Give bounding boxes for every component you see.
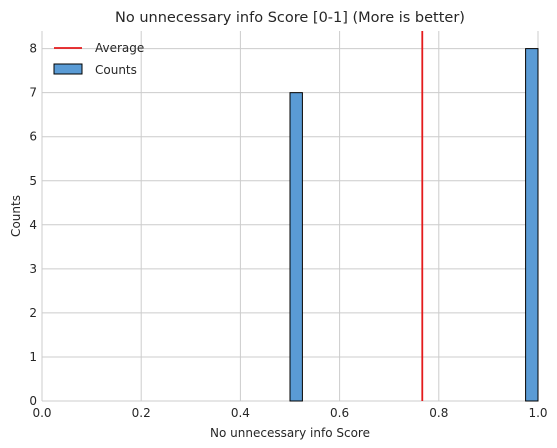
x-tick-label: 1.0 <box>528 406 547 420</box>
bars <box>289 48 539 402</box>
y-tick-label: 3 <box>29 262 37 276</box>
x-tick-label: 0.6 <box>330 406 349 420</box>
legend: Average Counts <box>53 41 144 77</box>
histogram-bar <box>525 48 539 402</box>
x-tick-label: 0.2 <box>132 406 151 420</box>
y-tick-label: 2 <box>29 306 37 320</box>
legend-counts-swatch <box>53 63 83 75</box>
x-tick-label: 0.8 <box>429 406 448 420</box>
tick-labels: 0.0 0.2 0.4 0.6 0.8 1.0 0 1 2 3 4 5 6 7 8 <box>29 42 547 420</box>
x-tick-label: 0.4 <box>231 406 250 420</box>
x-axis-label: No unnecessary info Score <box>210 426 370 440</box>
y-tick-label: 8 <box>29 42 37 56</box>
y-tick-label: 6 <box>29 130 37 144</box>
y-axis-label: Counts <box>9 195 23 237</box>
y-tick-label: 4 <box>29 218 37 232</box>
y-tick-label: 5 <box>29 174 37 188</box>
x-tick-label: 0.0 <box>32 406 51 420</box>
y-tick-label: 0 <box>29 394 37 408</box>
y-tick-label: 1 <box>29 350 37 364</box>
chart-title: No unnecessary info Score [0-1] (More is… <box>115 10 465 26</box>
histogram-bar <box>289 92 303 402</box>
legend-counts-label: Counts <box>95 63 137 77</box>
y-tick-label: 7 <box>29 86 37 100</box>
legend-average-label: Average <box>95 41 144 55</box>
